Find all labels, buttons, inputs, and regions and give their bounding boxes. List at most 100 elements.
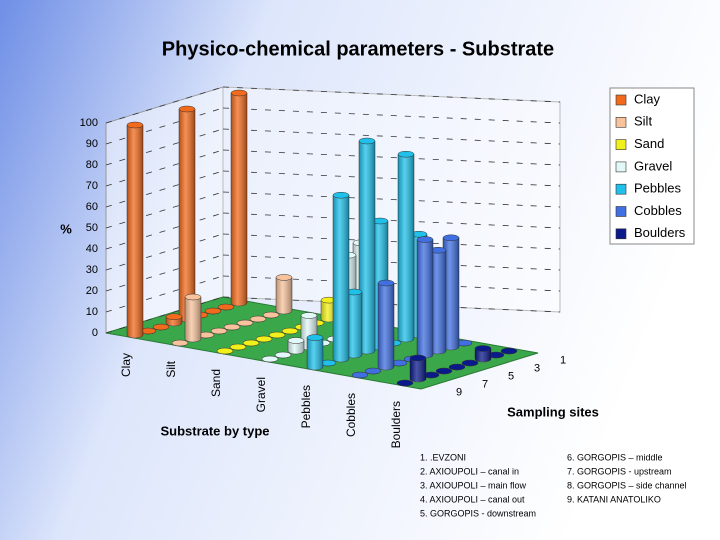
bar [332,191,350,363]
bar-top [474,345,492,352]
bar [396,379,414,387]
bar-top [396,379,414,387]
bar [204,307,222,315]
x-tick-label: Sand [209,369,223,397]
bar-top [255,335,273,343]
bar-shade [346,292,362,358]
bar [262,311,280,319]
bar [275,274,293,315]
z-tick-label: 1 [560,355,566,367]
bar [268,331,286,339]
site-name: 9. KATANI ANATOLIKO [567,494,661,504]
grid-line [222,212,561,229]
z-tick-label: 5 [508,371,514,383]
bar-top [242,339,260,347]
bar-shade [378,283,394,370]
bar-shade [179,109,195,322]
bar [217,303,235,311]
legend-label: Sand [634,136,664,151]
legend-label: Boulders [634,225,686,240]
bar [455,339,473,347]
bar-top [442,234,460,242]
bar-shade [410,358,426,382]
legend-swatch [615,117,627,128]
bar-top [178,105,196,113]
grid-line [105,191,224,229]
bar [422,371,440,379]
bar-top [332,191,350,199]
bar [416,236,434,359]
grid-line [222,170,561,187]
y-tick-label: 80 [86,159,98,171]
bar [165,313,183,327]
x-tick-label: Cobbles [344,393,358,437]
bar [229,343,247,351]
bar-shade [288,340,304,354]
bar-top [358,137,376,145]
bar-top [216,347,234,355]
bar-shade [127,125,143,338]
bar [281,327,299,335]
grid-line [105,128,224,166]
legend-swatch [615,161,627,173]
bar-top [171,339,189,347]
bar [345,288,363,359]
bar-top [435,367,453,375]
grid-line [105,86,224,124]
bar [397,150,415,343]
bar [448,363,466,371]
bar-top [287,337,305,344]
y-tick-label: 40 [86,243,98,255]
bar-top [236,319,254,327]
bar [364,367,382,375]
y-axis-label: % [60,221,72,236]
site-name: 5. GORGOPIS - downstream [420,508,536,518]
bar-shade [430,250,446,354]
grid-line [105,212,224,250]
legend-swatch [615,228,627,240]
z-tick-label: 7 [482,379,488,391]
grid-line [222,86,561,103]
bar [152,323,170,331]
bar-top [306,334,324,341]
bar [184,293,202,343]
bar [500,347,518,355]
grid-line [105,149,224,187]
bar [216,347,234,355]
y-tick-label: 60 [86,201,98,213]
bar [242,339,260,347]
bar-top [165,313,183,320]
bar-shade [307,337,323,370]
bar-top [500,347,518,355]
bar [197,331,215,339]
bar-top [184,293,202,301]
z-tick-label: 3 [534,363,540,375]
legend-label: Cobbles [634,203,682,218]
legend-swatch [615,206,627,217]
bar [274,351,292,359]
bar-top [217,303,235,311]
bar-shade [417,239,433,358]
bar-top [249,315,267,323]
legend-label: Silt [634,114,652,129]
legend-swatch [615,94,627,106]
grid-line [105,296,224,334]
bar [230,89,248,307]
grid-line [222,233,561,250]
y-tick-label: 50 [86,222,98,234]
grid-line [105,254,224,292]
grid-line [105,107,224,145]
bar [178,105,196,323]
bar [409,354,427,383]
bar [306,334,324,371]
bar-top [275,274,293,281]
bar-top [351,371,369,379]
bar-top [364,367,382,375]
legend-label: Gravel [634,158,672,173]
y-tick-label: 90 [86,138,98,150]
bar-top [448,363,466,371]
chart-title: Physico-chemical parameters - Substrate [162,38,554,60]
bar [249,315,267,323]
bar-shade [398,154,414,342]
bar-top [204,307,222,315]
